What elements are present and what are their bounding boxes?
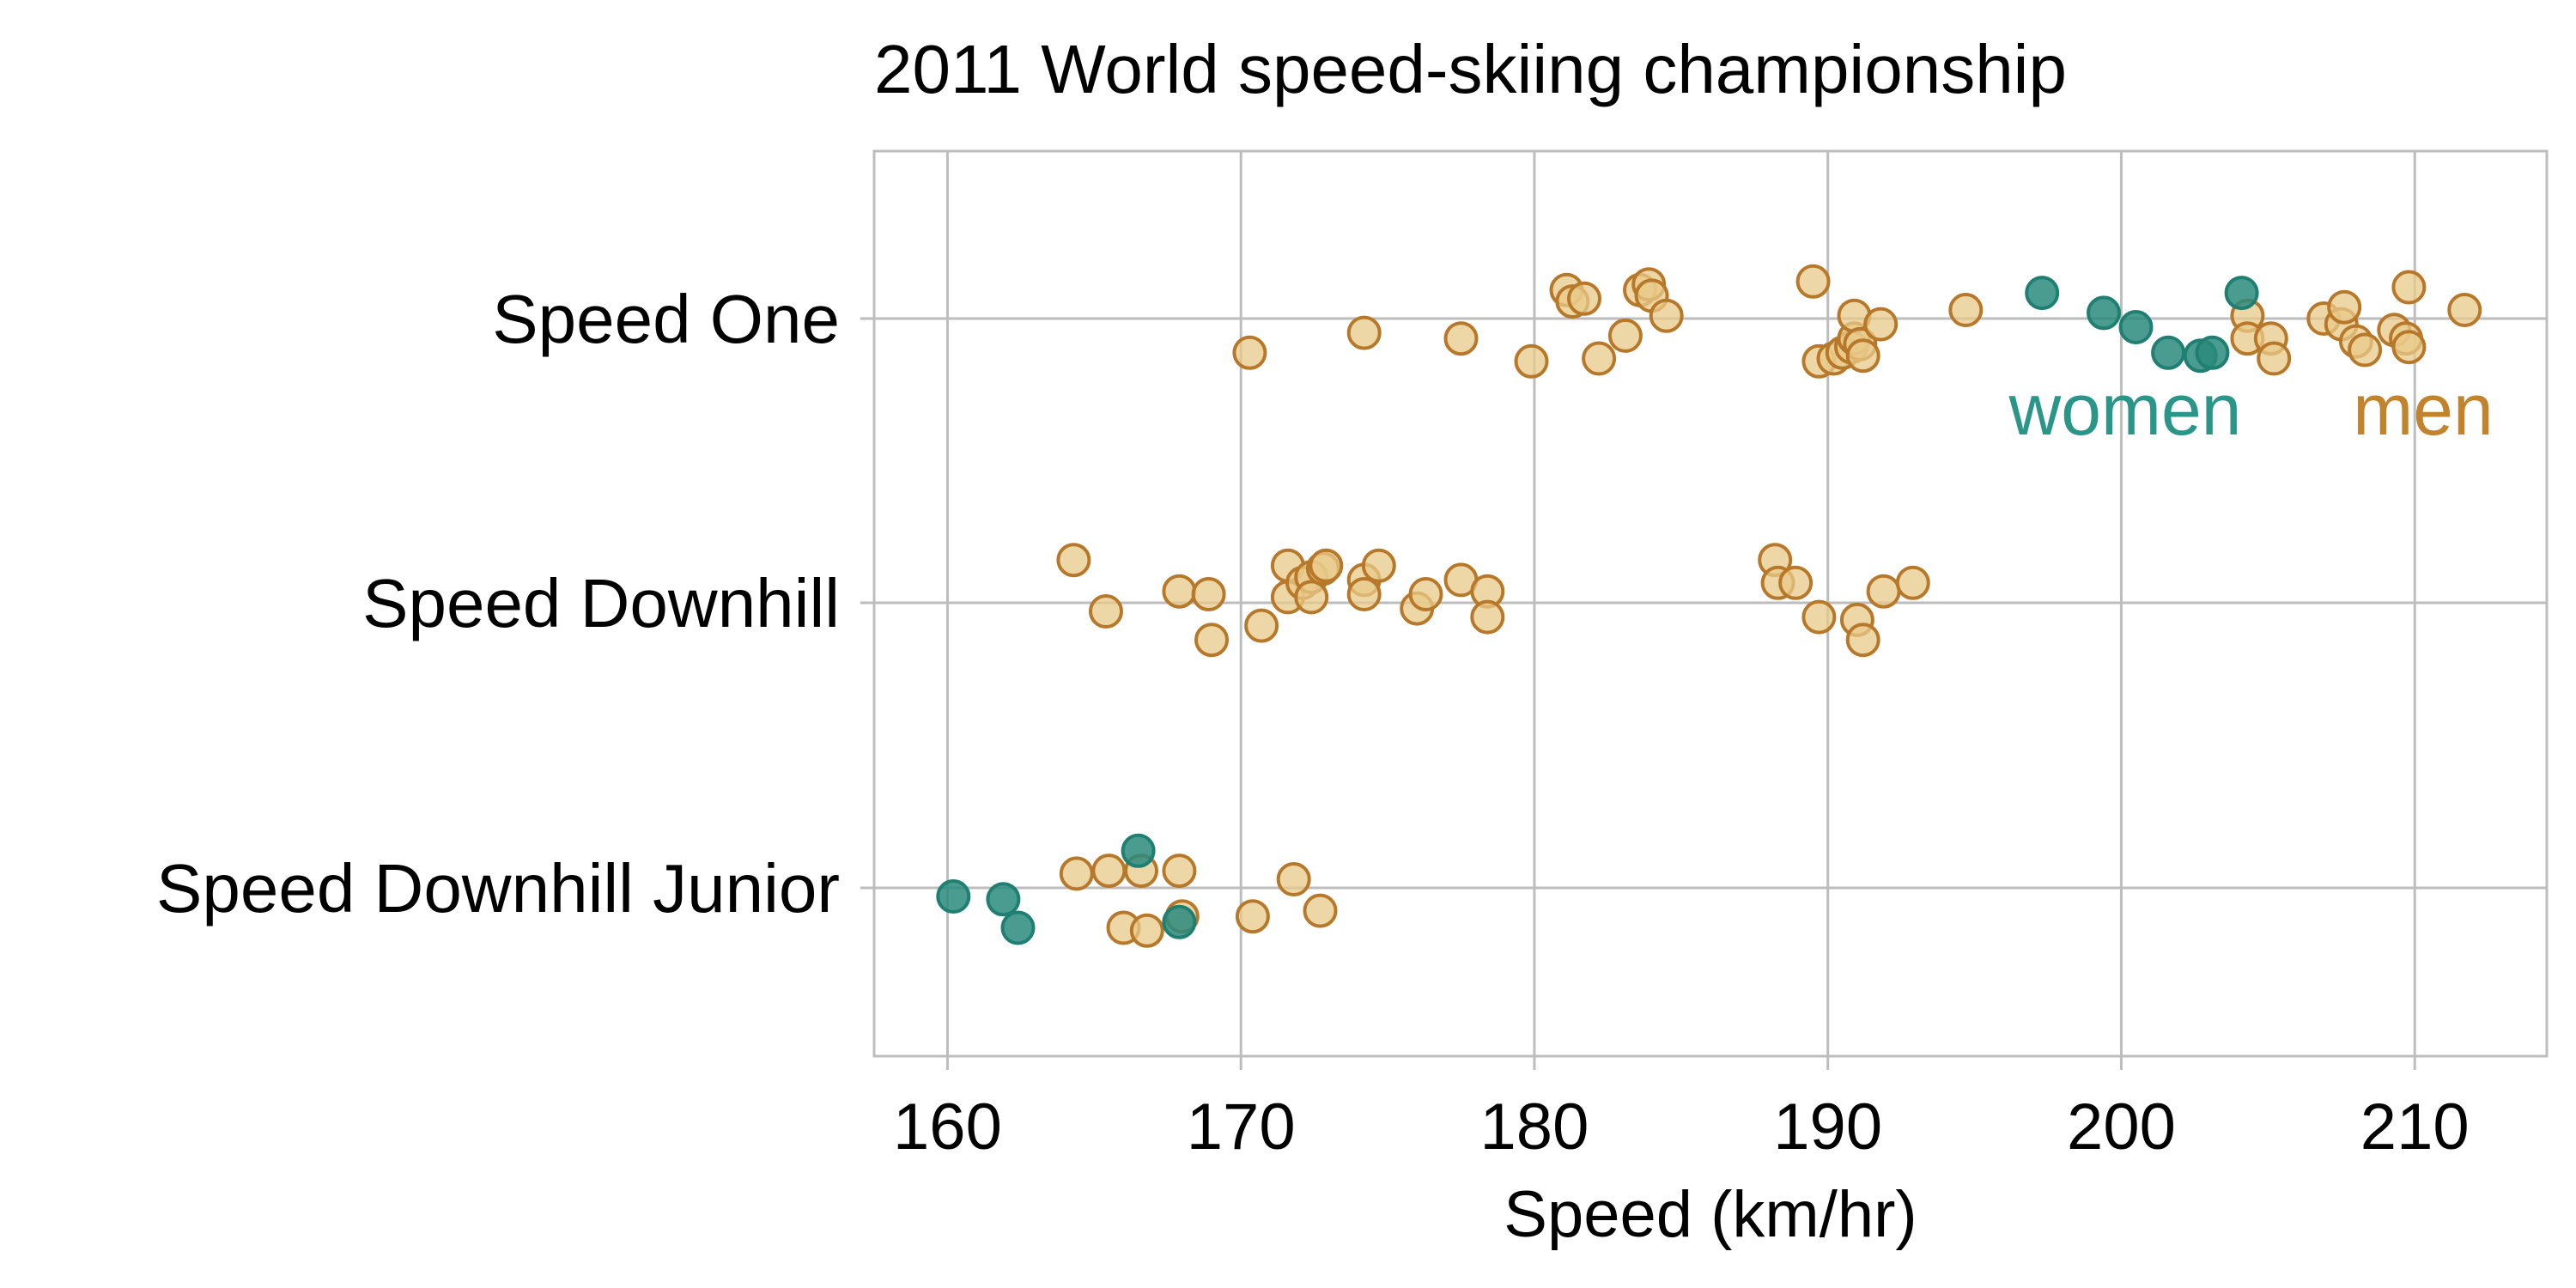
men-point (1244, 608, 1279, 643)
y-axis-tick-labels: Speed Downhill Junior Speed Downhill Speed… (156, 281, 840, 927)
men-point (1567, 281, 1601, 316)
y-tick-label: Speed One (492, 281, 840, 357)
men-point (1162, 574, 1197, 609)
men-point (1607, 318, 1643, 353)
women-point (2025, 276, 2060, 311)
men-point (1863, 307, 1899, 342)
women-point (1000, 910, 1036, 945)
men-point (1059, 856, 1094, 891)
women-point (1162, 904, 1197, 939)
men-point (1845, 338, 1880, 374)
x-tick-label: 170 (1187, 1091, 1296, 1163)
men-point (1309, 548, 1344, 583)
men-point (1346, 577, 1382, 611)
women-point (2195, 335, 2230, 370)
women-point (986, 882, 1021, 917)
women-point (1121, 833, 1156, 868)
women-point (936, 879, 971, 914)
men-point (1235, 899, 1270, 934)
men-point (1129, 913, 1164, 948)
women-point (2118, 310, 2154, 344)
men-point (1089, 594, 1123, 629)
men-point (1303, 893, 1338, 928)
x-tick-label: 210 (2360, 1091, 2470, 1163)
men-point (2327, 289, 2362, 325)
men-point (1470, 599, 1505, 635)
men-point (1091, 854, 1127, 889)
women-point (2224, 276, 2259, 311)
men-point (1294, 580, 1329, 615)
x-axis-tick-labels: 160 170 180 190 200 210 (893, 1091, 2470, 1163)
men-point (1361, 548, 1396, 583)
series-label-men: men (2353, 369, 2493, 450)
men-point (1408, 577, 1443, 611)
men-point (1778, 565, 1814, 600)
men-point (1162, 854, 1197, 889)
men-point (1346, 315, 1382, 350)
x-tick-label: 180 (1480, 1091, 1589, 1163)
men-point (1276, 862, 1311, 896)
men-point (2348, 332, 2383, 368)
women-point (2087, 295, 2121, 331)
chart-title: 2011 World speed-skiing championship (874, 31, 2067, 107)
men-point (2391, 330, 2427, 365)
men-point (2257, 341, 2292, 376)
men-point (1649, 298, 1684, 333)
women-point (2151, 335, 2186, 370)
men-point (1795, 264, 1831, 299)
series-label-women: women (2008, 369, 2242, 450)
men-point (1232, 335, 1267, 370)
men-point (1948, 293, 1984, 327)
men-point (1895, 565, 1930, 600)
men-point (1801, 599, 1837, 635)
men-point (2391, 270, 2427, 305)
men-point (1443, 321, 1479, 356)
x-tick-label: 200 (2067, 1091, 2176, 1163)
men-point (1582, 341, 1617, 376)
data-points (936, 264, 2482, 948)
x-tick-label: 190 (1773, 1091, 1882, 1163)
men-point (1056, 543, 1091, 578)
y-tick-label: Speed Downhill Junior (156, 850, 840, 927)
men-point (1845, 623, 1880, 658)
men-point (1191, 577, 1226, 611)
x-tick-label: 160 (893, 1091, 1002, 1163)
x-axis-label: Speed (km/hr) (1504, 1178, 1917, 1251)
plot-frame (872, 149, 2549, 1058)
series-labels: men women (2008, 369, 2494, 450)
men-point (2447, 293, 2482, 327)
men-point (1194, 623, 1229, 658)
y-tick-label: Speed Downhill (362, 565, 840, 641)
men-point (1866, 574, 1901, 609)
men-point (1514, 343, 1549, 379)
